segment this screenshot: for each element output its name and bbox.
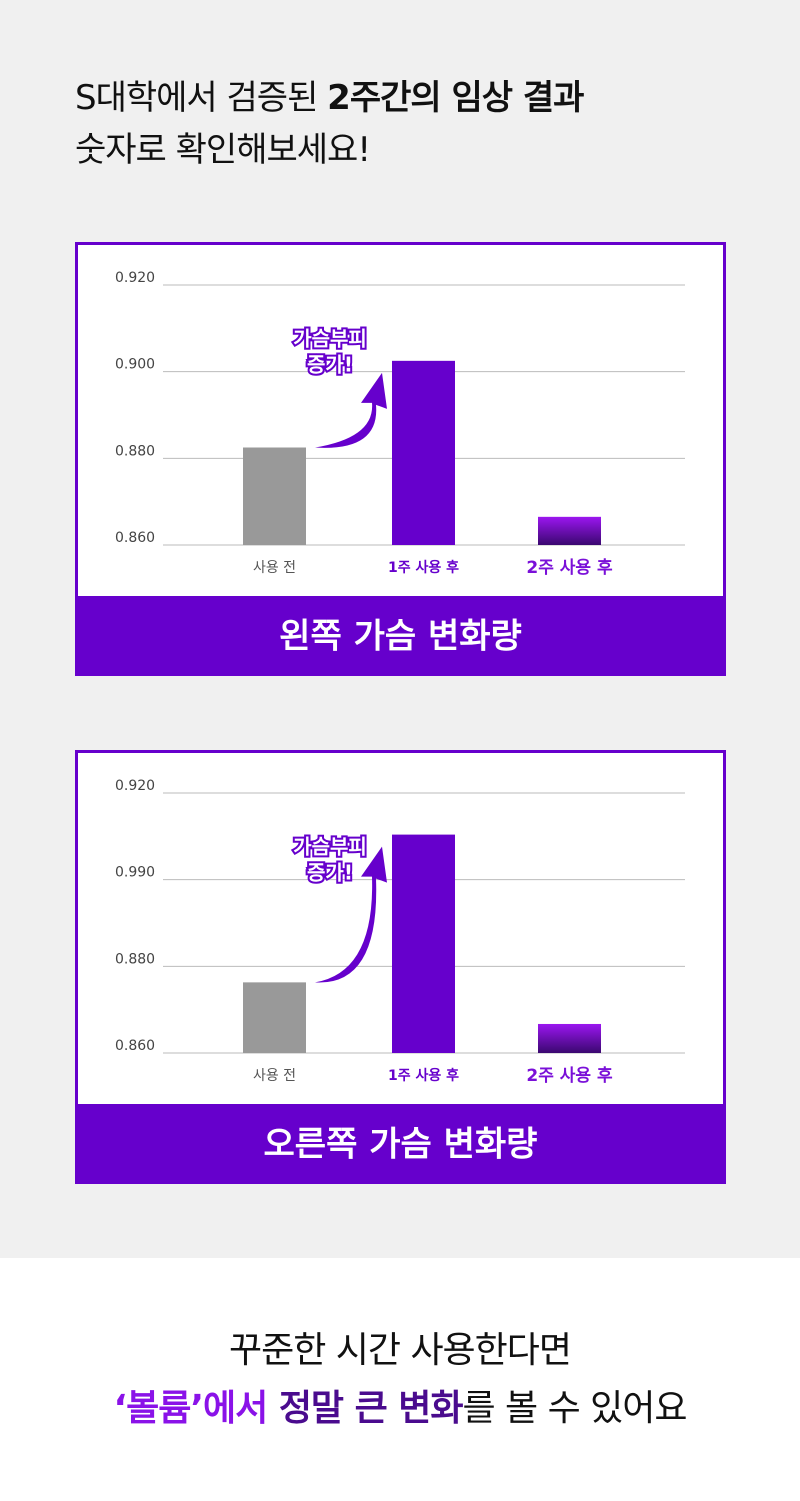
x-tick-label: 2주 사용 후: [526, 1065, 613, 1086]
footer-line: ‘볼륨’에서 정말 큰 변화를 볼 수 있어요: [0, 1380, 800, 1438]
annotation: 가슴부피: [293, 327, 367, 351]
footer-highlight: 정말 큰 변화: [267, 1388, 464, 1429]
chart: 0.920 0.990 0.880 0.860 사용 전 1주 사용 후 2주 사용 후 가슴…: [75, 750, 726, 1184]
header-line: S대학에서 검증된 2주간의 임상 결과: [75, 72, 584, 124]
bar: [538, 516, 601, 545]
x-tick-label: 1주 사용 후: [388, 560, 459, 576]
header-bold: 2주간의 임상 결과: [327, 78, 584, 118]
header-text: S대학에서 검증된: [75, 78, 328, 118]
y-tick-label: 0.880: [115, 443, 155, 459]
y-tick-label: 0.860: [115, 1038, 155, 1054]
footer: 꾸준한 시간 사용한다면 ‘볼륨’에서 정말 큰 변화를 볼 수 있어요: [0, 1322, 800, 1438]
annotation: 증가!: [307, 861, 353, 885]
x-tick-label: 2주 사용 후: [526, 557, 613, 578]
x-tick-label: 사용 전: [253, 560, 296, 576]
y-tick-label: 0.860: [115, 530, 155, 546]
background: S대학에서 검증된 2주간의 임상 결과 숫자로 확인해보세요! 0.920 0.…: [0, 0, 800, 1258]
annotation: 가슴부피: [293, 835, 367, 859]
y-tick-label: 0.920: [115, 778, 155, 794]
banner: [75, 596, 726, 676]
chart-title: 왼쪽 가슴 변화량: [279, 617, 522, 657]
bar: [243, 982, 306, 1053]
y-tick-label: 0.990: [115, 865, 155, 881]
y-tick-label: 0.880: [115, 951, 155, 967]
arrow: [315, 372, 387, 448]
footer-highlight: ‘볼륨’에서: [113, 1388, 268, 1429]
annotation: 증가!: [307, 353, 353, 377]
x-tick-label: 사용 전: [253, 1068, 296, 1084]
footer-text: 를 볼 수 있어요: [462, 1388, 687, 1429]
arrow: [315, 846, 387, 983]
chart-title: 오른쪽 가슴 변화량: [264, 1125, 538, 1165]
bar: [243, 447, 306, 545]
header: S대학에서 검증된 2주간의 임상 결과 숫자로 확인해보세요!: [75, 72, 584, 176]
banner: [75, 1104, 726, 1184]
x-tick-label: 1주 사용 후: [388, 1068, 459, 1084]
y-tick-label: 0.900: [115, 357, 155, 373]
bar: [392, 360, 455, 545]
chart: 0.920 0.900 0.880 0.860 사용 전 1주 사용 후 2주 사용 후 가슴…: [75, 242, 726, 676]
header-line: 숫자로 확인해보세요!: [75, 130, 371, 170]
footer-line: 꾸준한 시간 사용한다면: [228, 1330, 572, 1371]
y-tick-label: 0.920: [115, 270, 155, 286]
bar: [538, 1023, 601, 1053]
bar: [392, 834, 455, 1053]
